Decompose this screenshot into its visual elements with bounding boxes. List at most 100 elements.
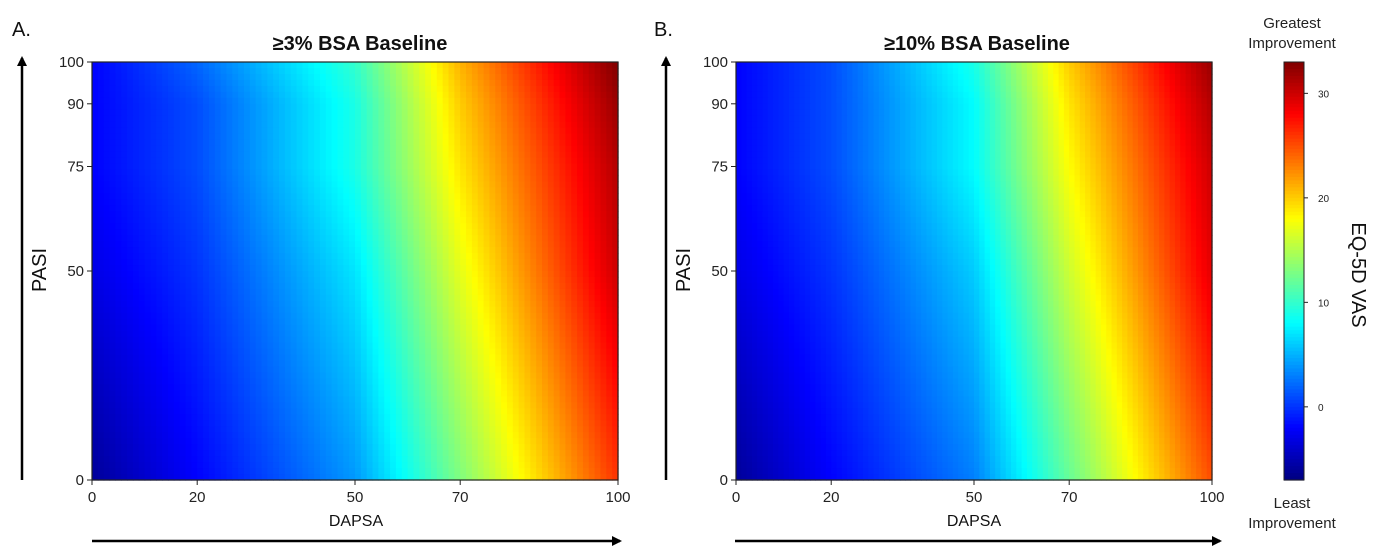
heatmap-cell <box>378 109 385 117</box>
heatmap-cell <box>606 67 613 75</box>
heatmap-cell <box>524 217 531 224</box>
heatmap-cell <box>442 133 450 141</box>
heatmap-cell <box>460 312 467 320</box>
heatmap-cell <box>267 205 274 212</box>
heatmap-cell <box>132 336 140 344</box>
heatmap-cell <box>419 366 426 374</box>
heatmap-cell <box>144 336 152 344</box>
heatmap-cell <box>302 271 309 278</box>
heatmap-cell <box>302 306 309 314</box>
heatmap-cell <box>547 145 555 153</box>
heatmap-cell <box>518 127 526 135</box>
heatmap-cell <box>203 271 210 278</box>
heatmap-cell <box>483 73 491 81</box>
heatmap-cell <box>477 157 485 165</box>
heatmap-cell <box>518 157 526 165</box>
heatmap-cell <box>314 247 321 254</box>
heatmap-cell <box>337 73 344 81</box>
heatmap-cell <box>413 378 420 386</box>
heatmap-cell <box>559 241 566 248</box>
heatmap-cell <box>296 312 303 320</box>
heatmap-cell <box>226 181 233 188</box>
heatmap-cell <box>524 67 531 75</box>
heatmap-cell <box>559 73 566 81</box>
heatmap-cell <box>325 390 333 397</box>
heatmap-cell <box>524 348 531 356</box>
heatmap-cell <box>331 62 339 69</box>
heatmap-cell <box>92 103 99 111</box>
heatmap-cell <box>471 62 479 69</box>
heatmap-cell <box>559 312 566 320</box>
heatmap-cell <box>366 348 374 356</box>
heatmap-cell <box>290 318 298 326</box>
heatmap-cell <box>577 169 584 177</box>
heatmap-cell <box>489 199 496 206</box>
heatmap-cell <box>547 163 555 171</box>
heatmap-cell <box>115 157 122 165</box>
heatmap-cell <box>448 62 455 69</box>
heatmap-cell <box>401 354 409 362</box>
heatmap-cell <box>249 91 257 99</box>
heatmap-cell <box>536 342 543 350</box>
heatmap-cell <box>319 271 327 278</box>
heatmap-cell <box>448 211 455 218</box>
heatmap-cell <box>501 181 508 188</box>
heatmap-cell <box>279 342 286 350</box>
heatmap-cell <box>185 378 192 386</box>
heatmap-cell <box>343 276 350 284</box>
heatmap-cell <box>150 187 157 194</box>
heatmap-cell <box>214 276 222 284</box>
heatmap-cell <box>536 348 543 356</box>
heatmap-cell <box>173 181 181 188</box>
heatmap-cell <box>407 324 415 332</box>
heatmap-cell <box>518 133 526 141</box>
heatmap-cell <box>314 103 321 111</box>
heatmap-cell <box>173 79 181 87</box>
heatmap-cell <box>419 223 426 230</box>
heatmap-cell <box>430 79 438 87</box>
heatmap-cell <box>419 193 426 200</box>
heatmap-cell <box>343 342 350 350</box>
heatmap-cell <box>606 145 613 153</box>
heatmap-cell <box>132 151 140 159</box>
heatmap-cell <box>273 163 280 171</box>
heatmap-cell <box>565 199 572 206</box>
heatmap-cell <box>261 193 268 200</box>
heatmap-cell <box>425 211 432 218</box>
heatmap-cell <box>337 229 344 236</box>
heatmap-cell <box>255 217 263 224</box>
heatmap-cell <box>430 211 438 218</box>
heatmap-cell <box>542 300 549 308</box>
heatmap-cell <box>232 193 239 200</box>
heatmap-cell <box>150 175 157 183</box>
heatmap-cell <box>267 265 274 272</box>
heatmap-cell <box>92 366 99 374</box>
heatmap-cell <box>606 324 613 332</box>
heatmap-cell <box>220 312 228 320</box>
heatmap-cell <box>167 318 175 326</box>
heatmap-cell <box>466 79 473 87</box>
heatmap-cell <box>506 175 514 183</box>
heatmap-cell <box>477 205 485 212</box>
heatmap-cell <box>191 271 198 278</box>
heatmap-cell <box>471 79 479 87</box>
heatmap-cell <box>127 330 134 338</box>
heatmap-cell <box>267 354 274 362</box>
heatmap-cell <box>208 73 216 81</box>
heatmap-cell <box>109 318 116 326</box>
heatmap-cell <box>132 67 140 75</box>
heatmap-cell <box>372 217 379 224</box>
heatmap-cell <box>401 348 409 356</box>
heatmap-cell <box>582 384 590 392</box>
heatmap-cell <box>425 169 432 177</box>
heatmap-cell <box>191 115 198 123</box>
heatmap-cell <box>337 354 344 362</box>
heatmap-cell <box>425 384 432 392</box>
heatmap-cell <box>238 151 245 159</box>
heatmap-cell <box>542 282 549 290</box>
heatmap-cell <box>401 259 409 266</box>
heatmap-cell <box>372 199 379 206</box>
heatmap-cell <box>518 229 526 236</box>
heatmap-cell <box>197 67 204 75</box>
heatmap-cell <box>267 294 274 302</box>
